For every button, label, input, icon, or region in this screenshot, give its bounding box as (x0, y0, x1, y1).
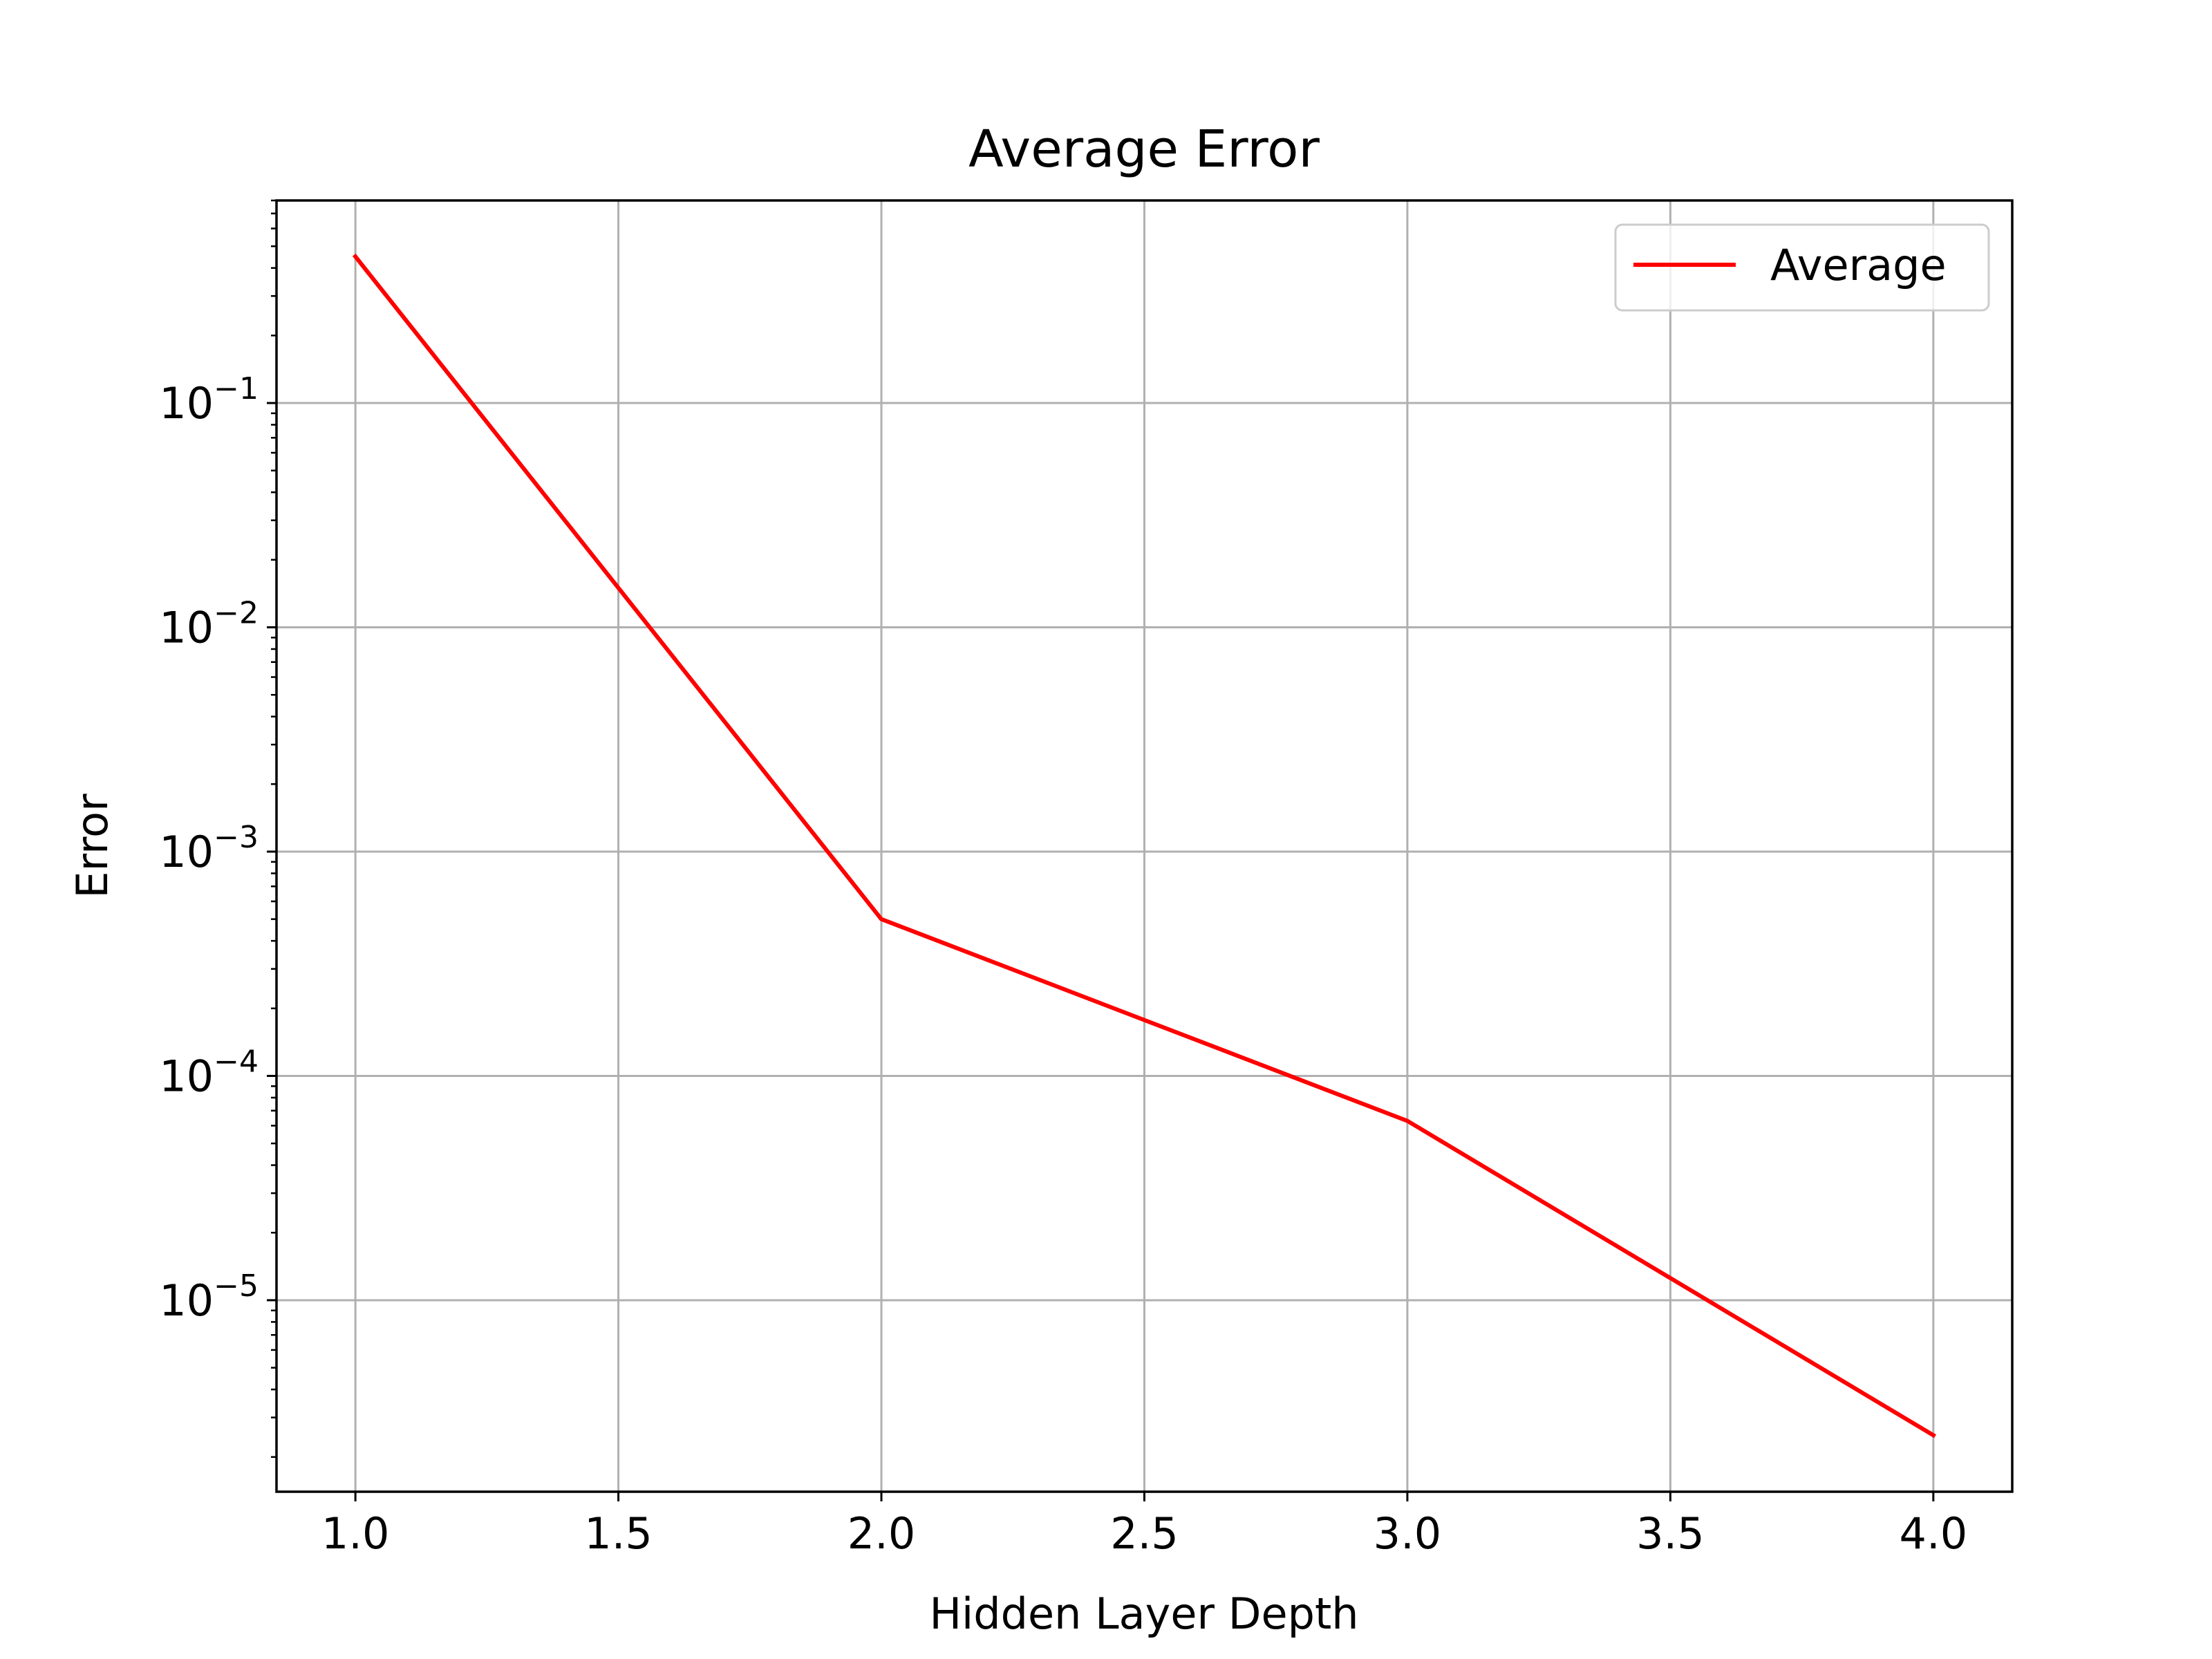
y-tick-label-exponent: −5 (214, 1268, 259, 1304)
x-tick-label: 1.0 (321, 1508, 390, 1559)
series-layer (352, 253, 1937, 1438)
legend: Average (1614, 223, 1990, 312)
x-tick-label: 2.0 (847, 1508, 916, 1559)
legend-label: Average (1770, 240, 1947, 290)
x-tick-label: 4.0 (1900, 1508, 1968, 1559)
x-ticks: 1.0 1.5 2.0 2.5 3.0 3.5 4.0 (321, 1492, 1967, 1559)
x-tick-label: 3.5 (1636, 1508, 1705, 1559)
y-tick-label-exponent: −1 (214, 371, 259, 406)
y-tick-label-exponent: −4 (214, 1044, 259, 1079)
x-tick-label: 1.5 (584, 1508, 653, 1559)
y-tick-label: 10−3 (159, 820, 259, 877)
x-tick-label: 2.5 (1110, 1508, 1179, 1559)
legend-box (1614, 223, 1990, 312)
series-line-average (352, 253, 1937, 1438)
y-axis-label: Error (67, 794, 118, 899)
x-axis-label: Hidden Layer Depth (929, 1588, 1358, 1639)
x-tick-label: 3.0 (1374, 1508, 1442, 1559)
y-tick-label-exponent: −2 (214, 596, 259, 631)
y-tick-label-exponent: −3 (214, 820, 259, 855)
chart-title: Average Error (968, 120, 1320, 179)
grid (276, 200, 2012, 1492)
